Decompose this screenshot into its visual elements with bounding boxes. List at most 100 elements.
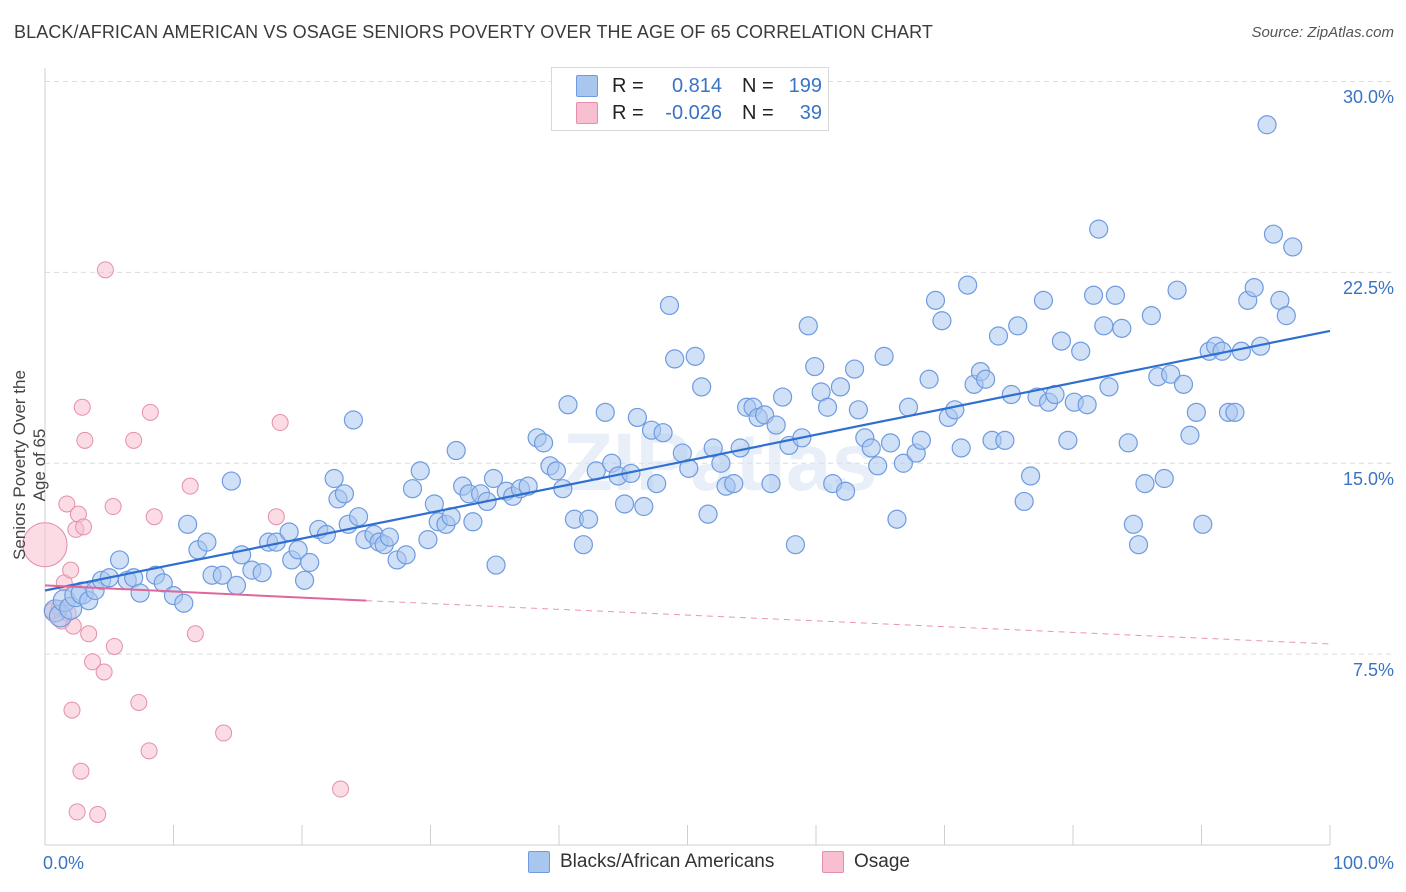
osage-point (105, 637, 123, 655)
legend-row-osage: R = -0.026 N = 39 (576, 100, 822, 126)
black-african-american-point (976, 369, 996, 389)
black-african-american-point (1071, 341, 1091, 361)
legend-item-osage[interactable]: Osage (822, 851, 910, 873)
osage-point (76, 431, 94, 449)
osage-point (80, 625, 98, 643)
black-african-american-point (703, 438, 723, 458)
r-value: 0.814 (671, 74, 722, 97)
black-african-american-point (919, 369, 939, 389)
trend-lines (44, 329, 1331, 645)
black-african-american-point (1020, 466, 1041, 486)
osage-point (145, 508, 163, 526)
black-african-american-point (711, 453, 731, 473)
black-african-american-point (1077, 395, 1097, 415)
r-label: R = (612, 101, 644, 124)
legend-item-blacks[interactable]: Blacks/African Americans (528, 851, 774, 873)
osage-point (215, 724, 233, 742)
black-african-american-point (221, 471, 241, 491)
osage-point (95, 663, 113, 681)
black-african-american-point (1173, 374, 1194, 394)
trend-line-blacks (44, 329, 1331, 592)
black-african-american-point (343, 410, 363, 430)
black-african-american-point (533, 433, 554, 453)
black-african-american-point (647, 474, 667, 494)
osage-point (125, 431, 143, 449)
black-african-american-point (578, 509, 599, 529)
black-african-american-point (785, 535, 806, 555)
black-african-american-point (1014, 491, 1034, 512)
osage-point (96, 261, 114, 279)
osage-point (84, 653, 102, 671)
black-african-american-point (1161, 364, 1181, 384)
black-african-american-point (424, 494, 444, 514)
n-value: 39 (799, 101, 822, 124)
black-african-american-point (1128, 535, 1149, 555)
legend-swatch-pink (576, 102, 598, 124)
black-african-american-point (614, 494, 635, 514)
r-value: -0.026 (665, 101, 722, 124)
black-african-american-point (724, 474, 744, 494)
black-african-american-point (1257, 115, 1277, 135)
legend-swatch-pink (822, 851, 844, 873)
black-african-american-point (761, 474, 781, 494)
axes (44, 68, 1331, 846)
black-african-american-point (396, 545, 416, 565)
osage-point (73, 398, 91, 416)
black-african-american-point (1099, 377, 1119, 397)
osage-point (58, 495, 76, 513)
black-african-american-point (805, 356, 825, 377)
black-african-american-point (932, 311, 952, 331)
black-african-american-point (546, 461, 567, 481)
black-african-american-point (766, 415, 786, 435)
black-african-american-point (1089, 219, 1109, 239)
black-african-american-point (486, 555, 506, 575)
correlation-legend: R = 0.814 N = 199 R = -0.026 N = 39 (551, 67, 829, 131)
black-african-american-point (1033, 290, 1054, 310)
black-african-american-point (1180, 425, 1200, 445)
black-african-american-point (1231, 341, 1251, 361)
black-african-american-point (446, 440, 466, 461)
black-african-american-point (835, 481, 856, 501)
chart-title: BLACK/AFRICAN AMERICAN VS OSAGE SENIORS … (14, 22, 933, 42)
black-african-american-point (288, 540, 308, 560)
black-african-american-point (659, 295, 680, 316)
black-african-american-point (830, 377, 851, 397)
black-african-american-point (861, 438, 881, 458)
black-african-american-point (1105, 285, 1126, 305)
black-african-american-point (178, 514, 198, 534)
legend-row-blacks: R = 0.814 N = 199 (576, 73, 822, 99)
n-label: N = (742, 74, 774, 97)
trend-line-osage (44, 584, 367, 602)
black-african-american-point (988, 326, 1009, 346)
gridlines (45, 81, 1395, 655)
r-label: R = (612, 74, 644, 97)
black-african-american-point (634, 496, 654, 517)
black-african-american-point (1225, 402, 1245, 422)
black-african-american-point (518, 476, 538, 496)
legend-swatch-blue (528, 851, 550, 873)
black-african-american-point (1008, 316, 1028, 336)
black-african-american-point (844, 359, 865, 379)
osage-point (141, 403, 159, 421)
black-african-american-point (595, 402, 615, 422)
black-african-american-point (279, 522, 299, 542)
black-african-american-point (573, 535, 594, 555)
osage-point (72, 762, 90, 780)
osage-point (104, 498, 122, 516)
black-african-american-point (817, 397, 838, 417)
black-african-american-point (553, 479, 573, 499)
black-african-american-point (848, 400, 869, 420)
black-african-american-point (1154, 468, 1174, 489)
osage-point (332, 780, 350, 798)
osage-points (22, 261, 350, 823)
black-african-american-point (379, 527, 399, 547)
legend-label-blacks: Blacks/African Americans (560, 851, 775, 872)
osage-point (271, 414, 289, 432)
black-african-american-point (1263, 224, 1284, 244)
black-african-american-point (174, 593, 194, 613)
black-african-american-point (945, 400, 965, 420)
black-african-american-point (951, 438, 971, 458)
black-african-american-point (627, 407, 647, 428)
black-african-american-point (1051, 331, 1072, 351)
